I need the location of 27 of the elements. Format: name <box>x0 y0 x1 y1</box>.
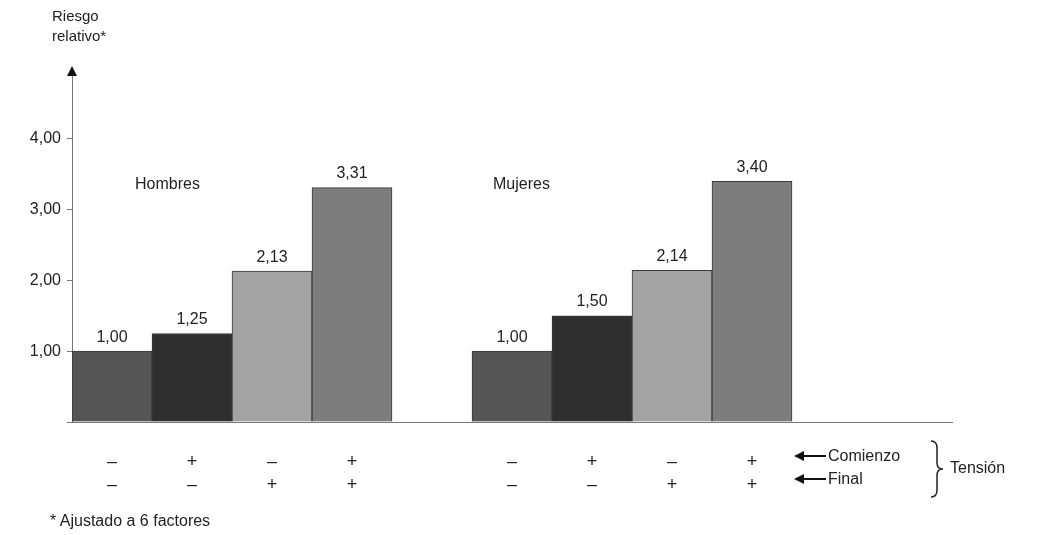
data-label: 1,00 <box>96 327 128 345</box>
x-tick-label: – + <box>666 451 678 494</box>
x-tick-label: – – <box>106 451 118 494</box>
data-label: 1,25 <box>176 309 208 327</box>
y-tick-label: 2,00 <box>29 270 62 288</box>
data-label: 3,40 <box>736 157 768 175</box>
text: Tensión <box>950 459 1006 477</box>
annotation: Hombres <box>135 175 200 193</box>
y-tick-label: 4,00 <box>29 129 62 147</box>
x-tick-label: + + <box>746 451 758 494</box>
data-label: 1,50 <box>576 292 608 310</box>
x-tick-label: + – <box>586 451 598 494</box>
text: * Ajustado a 6 factores <box>50 512 211 530</box>
text: Comienzo <box>828 447 901 465</box>
text: Final <box>828 470 863 488</box>
y-tick-label: 1,00 <box>29 341 62 359</box>
y-axis-title: Riesgo relativo* <box>52 6 108 46</box>
data-label: 3,31 <box>336 164 368 181</box>
x-tick-label: + – <box>186 451 198 494</box>
annotation: Mujeres <box>493 175 550 193</box>
y-tick-label: 3,00 <box>29 199 62 217</box>
data-label: 2,13 <box>256 247 288 265</box>
x-tick-label: – + <box>266 451 278 494</box>
data-label: 1,00 <box>496 327 528 345</box>
data-label: 2,14 <box>656 246 688 264</box>
x-tick-label: + + <box>346 451 358 494</box>
x-tick-label: – – <box>506 451 518 494</box>
